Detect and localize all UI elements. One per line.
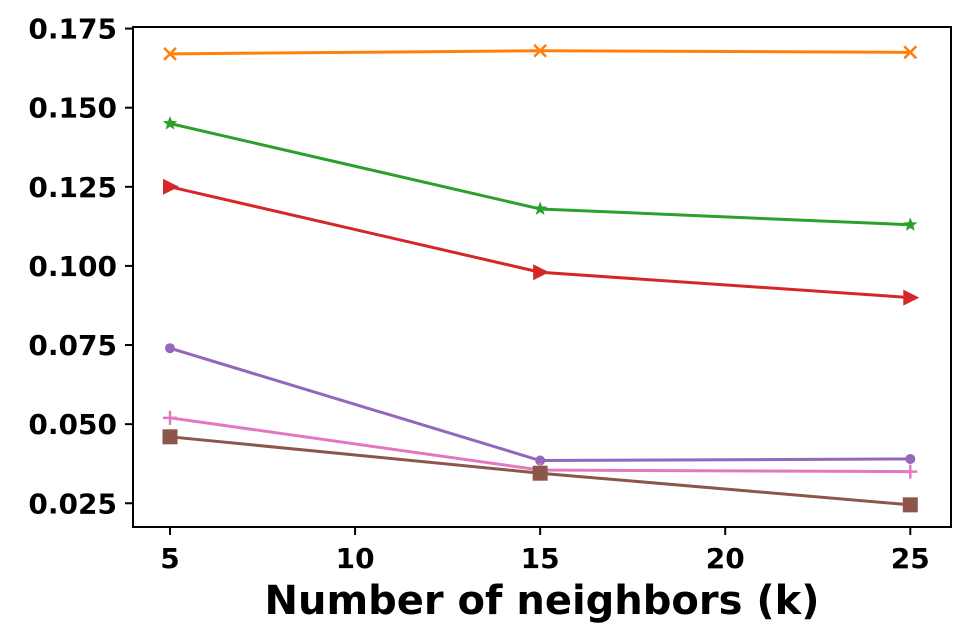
y-tick-label: 0.150 <box>28 92 117 125</box>
x-tick-label: 20 <box>706 542 745 575</box>
series-purple-point <box>535 455 546 466</box>
x-tick-label: 15 <box>521 542 560 575</box>
y-tick-label: 0.025 <box>28 487 117 520</box>
x-tick-label: 5 <box>160 542 179 575</box>
series-brown-point <box>532 465 548 481</box>
x-axis: 5 10 15 20 25 <box>160 527 930 575</box>
series-green-point <box>903 217 918 231</box>
series-brown-point <box>902 497 918 513</box>
series-orange-point <box>533 43 548 58</box>
series-orange-point <box>903 45 918 60</box>
series-purple-point <box>165 343 176 354</box>
series-green <box>162 116 918 231</box>
series-layer <box>162 43 920 513</box>
series-brown <box>162 429 918 513</box>
series-pink-point <box>163 410 178 425</box>
series-red <box>163 178 920 306</box>
y-tick-label: 0.050 <box>28 408 117 441</box>
series-purple <box>165 343 916 466</box>
series-green-point <box>162 116 178 130</box>
x-axis-title: Number of neighbors (k) <box>264 578 819 624</box>
y-axis: 0.025 0.050 0.075 0.100 0.125 0.150 0.175 <box>28 13 133 520</box>
x-tick-label: 10 <box>336 542 375 575</box>
series-red-point <box>533 264 550 281</box>
series-red-point <box>903 289 920 306</box>
series-brown-point <box>162 429 178 445</box>
series-purple-line <box>169 346 911 463</box>
series-purple-point <box>905 453 916 464</box>
series-green-point <box>533 201 548 216</box>
plot-frame <box>132 26 952 528</box>
series-orange <box>163 43 918 61</box>
series-pink-point <box>903 464 918 479</box>
series-red-point <box>163 178 180 195</box>
y-tick-label: 0.075 <box>28 329 117 362</box>
series-orange-point <box>163 47 177 61</box>
x-tick-label: 25 <box>891 542 930 575</box>
y-tick-label: 0.125 <box>28 171 117 204</box>
y-tick-label: 0.175 <box>28 13 117 46</box>
y-tick-label: 0.100 <box>28 250 117 283</box>
